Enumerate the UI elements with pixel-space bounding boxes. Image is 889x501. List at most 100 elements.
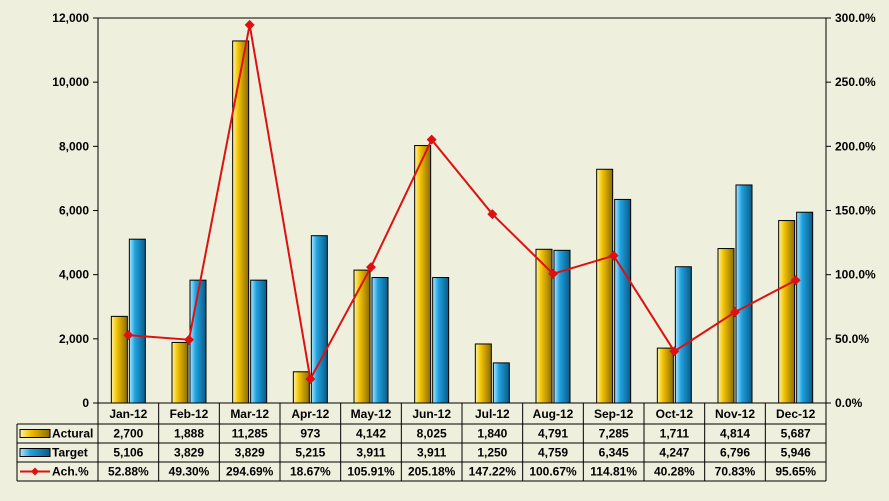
table-cell-ach: 70.83% xyxy=(715,465,756,479)
x-tick-label: May-12 xyxy=(351,407,392,421)
y-tick-label: 8,000 xyxy=(59,139,89,153)
bar-target xyxy=(310,235,328,404)
legend-key-actural xyxy=(19,429,51,438)
table-cell-ach: 52.88% xyxy=(108,465,149,479)
y2-tick-label: 0.0% xyxy=(835,396,863,410)
table-cell-target: 5,946 xyxy=(781,446,811,460)
y2-tick-label: 100.0% xyxy=(835,268,876,282)
bar-target xyxy=(614,198,632,404)
ach-marker xyxy=(184,334,194,345)
table-cell-target: 4,759 xyxy=(538,446,568,460)
legend-label-ach: Ach.% xyxy=(52,465,89,479)
table-cell-actural: 7,285 xyxy=(599,427,629,441)
table-cell-actural: 2,700 xyxy=(113,427,143,441)
table-cell-ach: 114.81% xyxy=(590,465,637,479)
table-cell-target: 5,215 xyxy=(295,446,325,460)
table-cell-target: 6,345 xyxy=(599,446,629,460)
table-cell-target: 3,911 xyxy=(417,446,447,460)
table-cell-ach: 294.69% xyxy=(226,465,274,479)
bar-actural xyxy=(778,220,796,404)
ach-marker xyxy=(669,346,680,357)
table-cell-actural: 973 xyxy=(300,427,320,441)
table-cell-target: 3,829 xyxy=(235,446,265,460)
x-tick-label: Sep-12 xyxy=(594,407,634,421)
table-cell-actural: 1,888 xyxy=(174,427,204,441)
bar-target xyxy=(371,277,389,404)
table-cell-actural: 11,285 xyxy=(232,427,268,441)
ach-marker xyxy=(426,134,437,145)
legend-label-actural: Actural xyxy=(52,427,93,441)
bar-actural xyxy=(110,315,128,404)
ach-marker xyxy=(244,19,255,30)
bar-target xyxy=(432,277,450,404)
table-cell-target: 3,911 xyxy=(356,446,386,460)
ach-marker xyxy=(608,250,619,261)
legend-key-ach-marker xyxy=(31,467,39,476)
ach-marker xyxy=(305,374,316,385)
bar-target xyxy=(796,211,814,404)
bar-actural xyxy=(232,40,250,404)
ach-marker xyxy=(790,275,801,286)
ach-marker xyxy=(366,262,376,273)
bar-actural xyxy=(353,269,371,404)
table-cell-target: 1,250 xyxy=(477,446,507,460)
y-tick-label: 0 xyxy=(82,396,89,410)
bar-target xyxy=(128,238,146,404)
bar-target xyxy=(735,184,753,404)
y2-tick-label: 150.0% xyxy=(835,204,876,218)
ach-marker xyxy=(548,268,558,279)
y2-tick-label: 300.0% xyxy=(835,11,876,25)
table-cell-actural: 1,840 xyxy=(477,427,507,441)
table-cell-actural: 8,025 xyxy=(417,427,447,441)
bar-target xyxy=(674,266,692,404)
x-tick-label: Nov-12 xyxy=(715,407,755,421)
x-tick-label: Oct-12 xyxy=(656,407,694,421)
ach-marker xyxy=(730,307,740,318)
y-tick-label: 12,000 xyxy=(52,11,89,25)
bar-actural xyxy=(656,347,674,404)
x-tick-label: Jan-12 xyxy=(109,407,147,421)
table-cell-target: 4,247 xyxy=(659,446,689,460)
bar-target xyxy=(553,249,571,404)
table-cell-target: 5,106 xyxy=(113,446,143,460)
table-cell-actural: 5,687 xyxy=(781,427,811,441)
y2-tick-label: 50.0% xyxy=(835,332,869,346)
x-tick-label: Dec-12 xyxy=(776,407,816,421)
ach-marker xyxy=(123,330,134,341)
legend-label-target: Target xyxy=(52,446,88,460)
bar-actural xyxy=(535,248,553,404)
table-cell-ach: 100.67% xyxy=(529,465,577,479)
table-cell-ach: 205.18% xyxy=(408,465,456,479)
x-tick-label: Jun-12 xyxy=(412,407,451,421)
table-cell-ach: 147.22% xyxy=(469,465,517,479)
bar-actural xyxy=(171,341,189,404)
table-cell-ach: 18.67% xyxy=(290,465,331,479)
table-cell-ach: 40.28% xyxy=(654,465,695,479)
table-cell-actural: 4,814 xyxy=(720,427,750,441)
y2-tick-label: 250.0% xyxy=(835,75,876,89)
table-cell-actural: 4,791 xyxy=(538,427,568,441)
bar-target xyxy=(189,279,207,404)
ach-line xyxy=(128,24,797,383)
y2-tick-label: 200.0% xyxy=(835,139,876,153)
x-tick-label: Feb-12 xyxy=(170,407,209,421)
x-tick-label: Aug-12 xyxy=(533,407,574,421)
table-cell-target: 6,796 xyxy=(720,446,750,460)
x-tick-label: Apr-12 xyxy=(291,407,329,421)
bar-actural xyxy=(717,248,735,404)
bar-target xyxy=(492,362,510,404)
x-tick-label: Jul-12 xyxy=(475,407,510,421)
bar-actural xyxy=(474,343,492,404)
y-tick-label: 10,000 xyxy=(52,75,89,89)
bar-target xyxy=(250,279,268,404)
plot-area xyxy=(97,17,827,404)
ach-marker xyxy=(487,209,498,220)
y-tick-label: 4,000 xyxy=(59,268,89,282)
bar-actural xyxy=(414,145,432,404)
y-tick-label: 6,000 xyxy=(59,204,89,218)
table-cell-actural: 4,142 xyxy=(356,427,386,441)
bar-actural xyxy=(596,168,614,404)
table-cell-target: 3,829 xyxy=(174,446,204,460)
table-cell-actural: 1,711 xyxy=(660,427,690,441)
